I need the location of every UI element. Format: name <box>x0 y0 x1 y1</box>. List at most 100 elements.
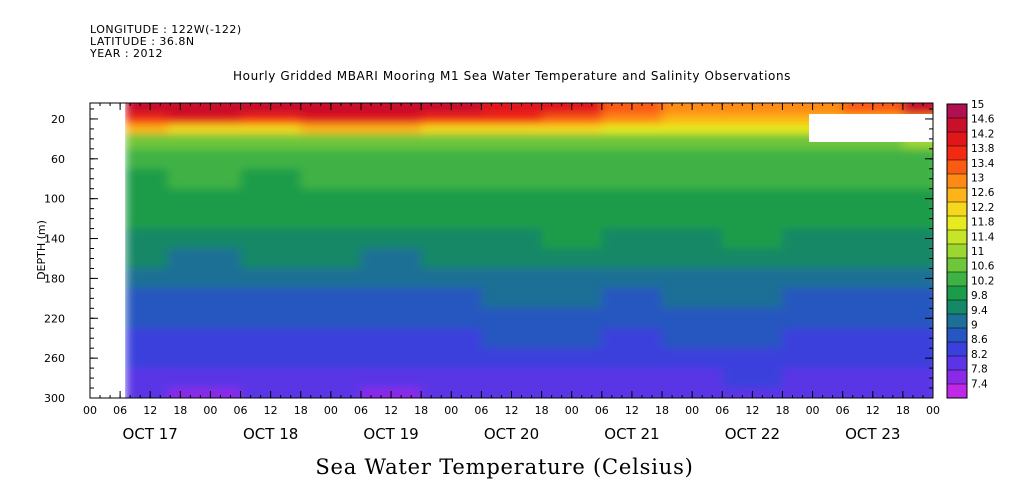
colorbar-swatch <box>947 314 967 329</box>
field-cell <box>167 308 242 330</box>
field-cell <box>360 123 423 135</box>
field-cell <box>300 113 362 125</box>
chart-title: Hourly Gridded MBARI Mooring M1 Sea Wate… <box>233 69 791 83</box>
field-cell <box>842 388 904 398</box>
field-cell <box>601 123 664 135</box>
x-tick-label: 06 <box>836 404 850 417</box>
field-cell <box>167 208 242 230</box>
x-tick-label: 00 <box>83 404 97 417</box>
field-cell <box>300 368 362 390</box>
field-cell <box>300 148 362 170</box>
field-cell <box>662 168 724 190</box>
x-tick-label: 18 <box>896 404 910 417</box>
colorbar-swatch <box>947 384 967 399</box>
field-cell <box>782 268 844 290</box>
field-cell <box>481 148 543 170</box>
field-cell <box>722 228 784 250</box>
x-tick-label: 06 <box>234 404 248 417</box>
field-cell <box>541 123 603 135</box>
field-cell <box>902 228 933 250</box>
field-cell <box>300 268 362 290</box>
colorbar-swatch <box>947 300 967 315</box>
field-cell <box>722 268 784 290</box>
colorbar-label: 9 <box>971 320 978 332</box>
field-cell <box>601 228 664 250</box>
field-cell <box>601 113 664 125</box>
field-cell <box>481 288 543 310</box>
field-cell <box>125 288 169 310</box>
colorbar: 15 14.6 14.2 13.8 13.4 13 12.6 12.2 11.8 11.4 11 10… <box>946 99 995 399</box>
colorbar-label: 9.8 <box>971 290 988 302</box>
x-tick-label: 18 <box>294 404 308 417</box>
field-cell <box>782 248 844 270</box>
field-cell <box>421 113 483 125</box>
field-cell <box>541 328 603 350</box>
field-cell <box>300 208 362 230</box>
colorbar-label: 11.4 <box>971 231 995 243</box>
latitude-label: LATITUDE : 36.8N <box>90 35 195 48</box>
colorbar-label: 15 <box>971 99 984 111</box>
field-cell <box>722 113 784 125</box>
field-cell <box>662 123 724 135</box>
field-cell <box>125 123 169 135</box>
field-cell <box>421 228 483 250</box>
field-cell <box>601 268 664 290</box>
field-cell <box>722 188 784 210</box>
field-cell <box>421 288 483 310</box>
x-tick-label: 06 <box>715 404 729 417</box>
field-cell <box>782 308 844 330</box>
field-cell <box>662 308 724 330</box>
field-cell <box>601 348 664 370</box>
field-cell <box>601 308 664 330</box>
field-cell <box>662 368 724 390</box>
field-cell <box>421 248 483 270</box>
field-cell <box>360 348 423 370</box>
field-cell <box>125 148 169 170</box>
x-date-label: OCT 23 <box>845 425 900 443</box>
colorbar-label: 13.8 <box>971 143 994 155</box>
field-cell <box>842 368 904 390</box>
colorbar-label: 10.6 <box>971 261 995 273</box>
colorbar-swatch <box>947 174 967 189</box>
no-data-region <box>90 103 126 398</box>
field-cell <box>481 168 543 190</box>
field-cell <box>167 348 242 370</box>
field-cell <box>842 248 904 270</box>
colorbar-label: 8.2 <box>971 349 988 361</box>
field-cell <box>902 188 933 210</box>
colorbar-label: 9.4 <box>971 305 988 317</box>
field-cell <box>601 208 664 230</box>
colorbar-swatch <box>947 342 967 357</box>
field-cell <box>601 168 664 190</box>
field-cell <box>481 248 543 270</box>
field-cell <box>240 208 302 230</box>
field-cell <box>167 103 242 115</box>
field-cell <box>601 368 664 390</box>
field-cell <box>782 228 844 250</box>
colorbar-swatch <box>947 202 967 217</box>
field-cell <box>300 228 362 250</box>
x-tick-label: 18 <box>173 404 187 417</box>
colorbar-label: 11 <box>971 246 984 258</box>
field-cell <box>722 368 784 390</box>
field-cell <box>902 368 933 390</box>
x-date-label: OCT 17 <box>123 425 178 443</box>
field-cell <box>481 228 543 250</box>
field-cell <box>541 208 603 230</box>
colorbar-swatch <box>947 132 967 147</box>
field-cell <box>541 168 603 190</box>
field-cell <box>662 348 724 370</box>
field-cell <box>601 288 664 310</box>
x-tick-label: 18 <box>414 404 428 417</box>
y-tick-label: 140 <box>44 233 65 246</box>
field-cell <box>240 328 302 350</box>
colorbar-swatch <box>947 244 967 259</box>
field-cell <box>167 268 242 290</box>
field-cell <box>541 248 603 270</box>
x-tick-label: 18 <box>775 404 789 417</box>
field-cell <box>902 168 933 190</box>
field-cell <box>125 308 169 330</box>
x-tick-label: 00 <box>565 404 579 417</box>
x-tick-label: 00 <box>685 404 699 417</box>
